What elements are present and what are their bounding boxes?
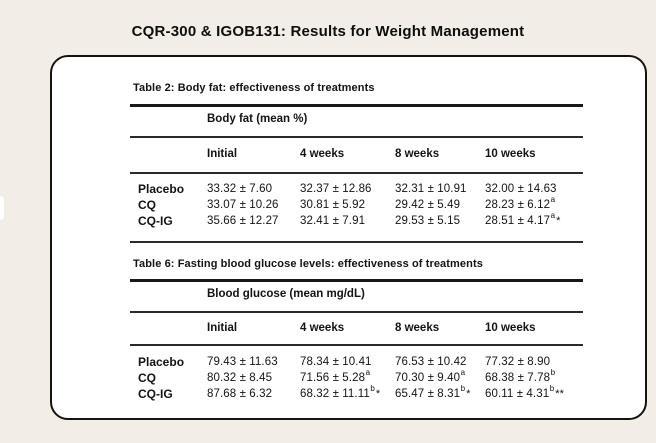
significance-superscript: a xyxy=(460,368,466,378)
table-row: Placebo 79.43 ± 11.63 78.34 ± 10.41 76.53 ±… xyxy=(130,354,583,370)
column-header: 8 weeks xyxy=(395,148,440,160)
column-header: 4 weeks xyxy=(300,322,345,334)
table-rule-bottom xyxy=(130,241,583,243)
column-header: 10 weeks xyxy=(485,148,536,160)
significance-star: ** xyxy=(555,388,565,400)
significance-superscript: a xyxy=(550,195,556,205)
table-rule-top xyxy=(130,279,583,282)
column-header: 10 weeks xyxy=(485,322,536,334)
column-header: Initial xyxy=(207,322,238,334)
table-row: Placebo 33.32 ± 7.60 32.37 ± 12.86 32.31 ± … xyxy=(130,181,583,197)
significance-superscript: b xyxy=(370,384,375,394)
cell-value: 28.51 ± 4.17a* xyxy=(485,211,561,227)
table-row: CQ 33.07 ± 10.26 30.81 ± 5.92 29.42 ± 5.49 2… xyxy=(130,195,583,213)
table-group-header: Blood glucose (mean mg/dL) xyxy=(207,288,365,300)
significance-star: * xyxy=(375,388,381,400)
table-rule xyxy=(130,172,583,174)
cell-value: 29.42 ± 5.49 xyxy=(395,199,461,211)
row-label-spacer xyxy=(130,146,207,162)
table-row: CQ 80.32 ± 8.45 71.56 ± 5.28a 70.30 ± 9.40a… xyxy=(130,368,583,386)
cell-value: 32.00 ± 14.63 xyxy=(485,183,557,195)
significance-superscript: a xyxy=(365,368,371,378)
cell-value: 32.37 ± 12.86 xyxy=(300,183,372,195)
significance-superscript: b xyxy=(549,384,555,394)
cell-value: 87.68 ± 6.32 xyxy=(207,388,273,400)
cell-value: 68.38 ± 7.78b xyxy=(485,368,556,384)
left-edge-artifact xyxy=(0,196,4,220)
significance-star: * xyxy=(466,388,471,400)
cell-value: 30.81 ± 5.92 xyxy=(300,199,366,211)
column-header: 8 weeks xyxy=(395,322,440,334)
cell-value: 35.66 ± 12.27 xyxy=(207,215,279,227)
cell-value: 76.53 ± 10.42 xyxy=(395,356,467,368)
significance-superscript: b xyxy=(460,384,466,394)
row-label: CQ-IG xyxy=(138,214,173,228)
cell-value: 32.31 ± 10.91 xyxy=(395,183,467,195)
table-header-row: Initial 4 weeks 8 weeks 10 weeks xyxy=(130,146,583,162)
cell-value: 77.32 ± 8.90 xyxy=(485,356,551,368)
row-label: CQ xyxy=(138,371,156,385)
table-rule xyxy=(130,136,583,138)
cell-value: 70.30 ± 9.40a xyxy=(395,368,466,384)
cell-value: 78.34 ± 10.41 xyxy=(300,356,372,368)
table-header-row: Initial 4 weeks 8 weeks 10 weeks xyxy=(130,320,583,336)
row-label-spacer xyxy=(130,320,207,336)
cell-value: 68.32 ± 11.11b* xyxy=(300,384,381,400)
cell-value: 71.56 ± 5.28a xyxy=(300,368,371,384)
table-rule xyxy=(130,344,583,346)
column-header: Initial xyxy=(207,148,238,160)
significance-superscript: b xyxy=(550,368,556,378)
table-row: CQ-IG 87.68 ± 6.32 68.32 ± 11.11b* 65.47 ± … xyxy=(130,384,583,402)
cell-value: 33.32 ± 7.60 xyxy=(207,183,273,195)
row-label: CQ-IG xyxy=(138,387,173,401)
table-body: Placebo 79.43 ± 11.63 78.34 ± 10.41 76.53 ±… xyxy=(130,354,583,402)
significance-superscript: a xyxy=(550,211,556,221)
table-body: Placebo 33.32 ± 7.60 32.37 ± 12.86 32.31 ± … xyxy=(130,181,583,229)
column-header: 4 weeks xyxy=(300,148,345,160)
table-group-header: Body fat (mean %) xyxy=(207,113,308,125)
table-caption: Table 6: Fasting blood glucose levels: e… xyxy=(133,258,483,270)
table-rule-top xyxy=(130,104,583,107)
cell-value: 79.43 ± 11.63 xyxy=(207,356,278,368)
cell-value: 80.32 ± 8.45 xyxy=(207,372,273,384)
significance-star: * xyxy=(556,215,561,227)
table-row: CQ-IG 35.66 ± 12.27 32.41 ± 7.91 29.53 ± 5.… xyxy=(130,211,583,229)
cell-value: 33.07 ± 10.26 xyxy=(207,199,279,211)
page-title: CQR-300 & IGOB131: Results for Weight Ma… xyxy=(131,23,525,40)
row-label: Placebo xyxy=(138,355,185,369)
cell-value: 60.11 ± 4.31b** xyxy=(485,384,565,400)
cell-value: 29.53 ± 5.15 xyxy=(395,215,461,227)
cell-value: 32.41 ± 7.91 xyxy=(300,215,366,227)
row-label: Placebo xyxy=(138,182,185,196)
cell-value: 28.23 ± 6.12a xyxy=(485,195,556,211)
results-card: Table 2: Body fat: effectiveness of trea… xyxy=(50,55,647,420)
row-label: CQ xyxy=(138,198,156,212)
table-rule xyxy=(130,311,583,313)
cell-value: 65.47 ± 8.31b* xyxy=(395,384,471,400)
table-caption: Table 2: Body fat: effectiveness of trea… xyxy=(133,82,375,94)
